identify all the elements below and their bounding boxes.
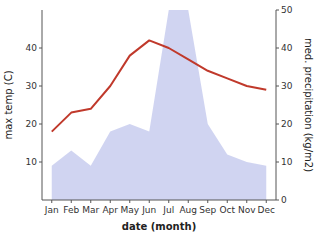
x-tick-label: Nov	[238, 205, 256, 215]
y-tick-label: 40	[26, 43, 38, 53]
y2-tick-label: 40	[281, 43, 293, 53]
y2-tick	[276, 162, 279, 163]
y-tick	[39, 162, 42, 163]
x-tick-label: Feb	[63, 205, 79, 215]
x-tick-label: Jul	[162, 205, 174, 215]
x-tick	[188, 200, 189, 203]
y-tick	[39, 48, 42, 49]
x-tick	[266, 200, 267, 203]
y2-axis-line	[276, 10, 277, 200]
data-group	[52, 10, 267, 200]
y2-tick-label: 0	[281, 195, 287, 205]
x-axis-label: date (month)	[122, 221, 196, 232]
x-tick	[110, 200, 111, 203]
x-tick-label: Apr	[102, 205, 118, 215]
chart-svg: Jan FebMarAprMayJun Jul AugSepOctNovDec 10 20…	[0, 0, 318, 242]
y2-tick	[276, 200, 279, 201]
y2-tick-label: 20	[281, 119, 293, 129]
y-axis-line	[42, 10, 43, 200]
y-tick	[39, 124, 42, 125]
y-tick	[39, 86, 42, 87]
y2-axis-label: med. precipitation (kg/m2)	[303, 38, 314, 172]
x-tick-label: Dec	[258, 205, 275, 215]
x-tick-label: May	[120, 205, 139, 215]
x-tick	[227, 200, 228, 203]
y2-tick	[276, 10, 279, 11]
x-tick	[71, 200, 72, 203]
x-tick	[149, 200, 150, 203]
y2-tick	[276, 124, 279, 125]
x-tick	[51, 200, 52, 203]
y-tick-label: 20	[26, 119, 38, 129]
x-tick	[207, 200, 208, 203]
y-axis-label: max temp (C)	[3, 70, 14, 139]
y-tick-label: 10	[26, 157, 38, 167]
x-tick-label: Oct	[219, 205, 235, 215]
chart-container: Jan FebMarAprMayJun Jul AugSepOctNovDec 10 20…	[0, 0, 318, 242]
x-tick	[168, 200, 169, 203]
precipitation-area	[52, 10, 267, 200]
y2-tick	[276, 48, 279, 49]
x-tick	[90, 200, 91, 203]
y-tick-label: 30	[26, 81, 38, 91]
x-tick-label: Jan	[44, 205, 59, 215]
x-tick	[246, 200, 247, 203]
y2-tick-label: 10	[281, 157, 293, 167]
y2-tick	[276, 86, 279, 87]
temperature-line	[52, 40, 267, 131]
y2-tick-label: 50	[281, 5, 293, 15]
x-axis-line	[42, 200, 276, 201]
x-tick-label: Jun	[141, 205, 156, 215]
x-tick-label: Aug	[179, 205, 197, 215]
x-tick-label: Mar	[82, 205, 99, 215]
y2-tick-label: 30	[281, 81, 293, 91]
x-tick	[129, 200, 130, 203]
x-tick-label: Sep	[199, 205, 216, 215]
